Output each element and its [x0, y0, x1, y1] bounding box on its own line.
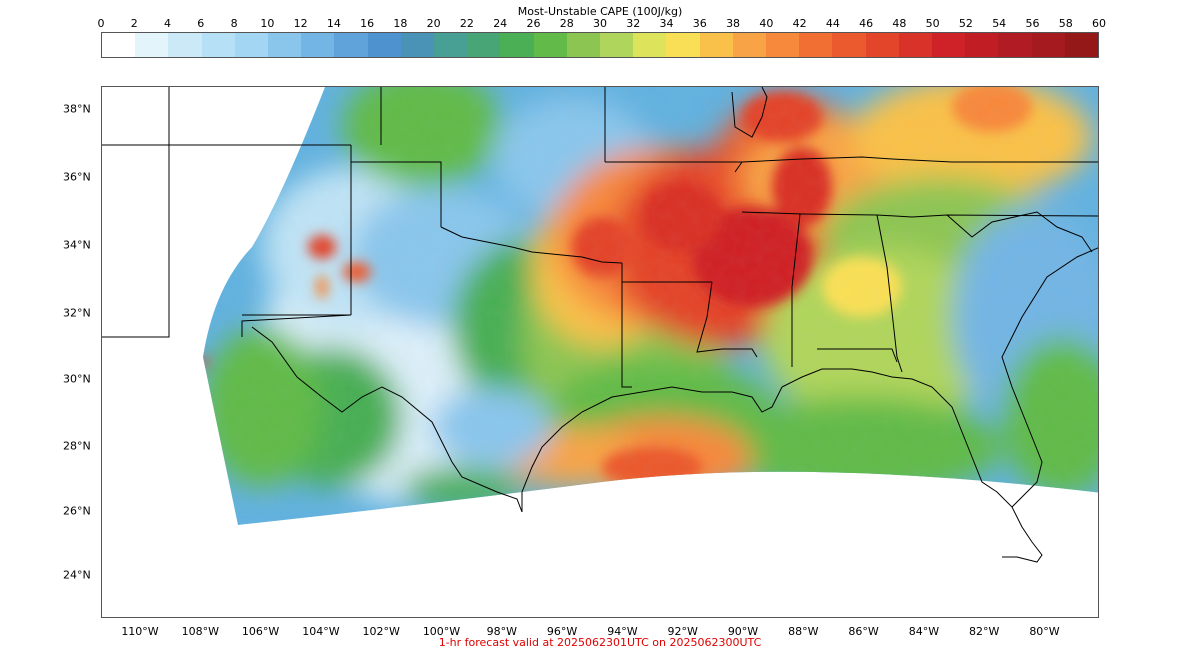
latitude-label: 24°N	[63, 568, 91, 582]
colorbar-tick-label: 48	[892, 17, 907, 30]
forecast-valid-time: 1-hr forecast valid at 2025062301UTC on …	[438, 636, 762, 649]
colorbar-segment	[168, 33, 202, 57]
longitude-label: 92°W	[667, 625, 698, 638]
longitude-label: 98°W	[486, 625, 517, 638]
longitude-label: 102°W	[362, 625, 400, 638]
latitude-label: 32°N	[63, 306, 91, 320]
colorbar-tick-label: 26	[526, 17, 541, 30]
latitude-label: 30°N	[63, 372, 91, 386]
latitude-label: 36°N	[63, 170, 91, 184]
colorbar-tick-label: 56	[1025, 17, 1040, 30]
latitude-label: 26°N	[63, 504, 91, 518]
colorbar-segment	[135, 33, 169, 57]
colorbar-tick-label: 28	[559, 17, 574, 30]
colorbar-tick-label: 52	[958, 17, 973, 30]
colorbar-segment	[467, 33, 501, 57]
latitude-label: 28°N	[63, 439, 91, 453]
colorbar-segment	[268, 33, 302, 57]
colorbar-segment	[799, 33, 833, 57]
colorbar-tick-label: 8	[230, 17, 238, 30]
map-panel	[101, 86, 1099, 618]
colorbar-tick-label: 42	[792, 17, 807, 30]
colorbar-segment	[500, 33, 534, 57]
longitude-label: 110°W	[121, 625, 159, 638]
colorbar-tick-label: 46	[859, 17, 874, 30]
longitude-label: 96°W	[546, 625, 578, 638]
colorbar-title: Most-Unstable CAPE (100J/kg)	[517, 5, 683, 18]
colorbar-tick-label: 18	[393, 17, 408, 30]
colorbar-tick-label: 50	[925, 17, 940, 30]
colorbar-tick-label: 12	[293, 17, 308, 30]
colorbar-segment	[832, 33, 866, 57]
longitude-label: 94°W	[607, 625, 638, 638]
colorbar-segment	[898, 33, 933, 57]
colorbar-tick-label: 6	[197, 17, 205, 30]
colorbar-segment	[600, 33, 634, 57]
colorbar-tick-labels: 0 2 4 6 8 10 12 14 16 18 20 22 24 26 28 30 32 34 36 38 40 42 4…	[0, 17, 1200, 31]
colorbar-segment	[965, 33, 999, 57]
colorbar-segment	[732, 33, 767, 57]
longitude-label: 80°W	[1029, 625, 1060, 638]
colorbar-segment	[434, 33, 468, 57]
colorbar-tick-label: 22	[459, 17, 474, 30]
longitude-label: 82°W	[969, 625, 1000, 638]
state-borders	[102, 87, 1098, 388]
colorbar-segment	[400, 33, 435, 57]
colorbar-segment	[102, 33, 136, 57]
colorbar-tick-label: 30	[593, 17, 607, 30]
cape-field	[203, 87, 1098, 525]
colorbar-tick-label: 24	[493, 17, 508, 30]
colorbar-segment	[1031, 33, 1065, 57]
colorbar-tick-label: 0	[97, 17, 105, 30]
colorbar-tick-label: 20	[426, 17, 441, 30]
longitude-label: 108°W	[181, 625, 219, 638]
colorbar-segment	[533, 33, 567, 57]
colorbar-tick-label: 32	[626, 17, 641, 30]
colorbar-tick-label: 40	[759, 17, 774, 30]
colorbar-tick-label: 14	[326, 17, 341, 30]
colorbar-tick-label: 16	[360, 17, 375, 30]
colorbar-tick-label: 34	[659, 17, 674, 30]
longitude-label: 104°W	[302, 625, 340, 638]
colorbar-segment	[301, 33, 335, 57]
longitude-label: 88°W	[788, 625, 819, 638]
longitude-label: 106°W	[241, 625, 280, 638]
colorbar-tick-label: 2	[130, 17, 138, 30]
colorbar-tick-label: 60	[1092, 17, 1106, 30]
colorbar-tick-label: 10	[260, 17, 275, 30]
colorbar-segment	[865, 33, 899, 57]
colorbar-tick-label: 36	[692, 17, 707, 30]
colorbar-segment	[367, 33, 401, 57]
longitude-label: 84°W	[908, 625, 940, 638]
colorbar-segment	[998, 33, 1032, 57]
latitude-label: 34°N	[63, 238, 91, 252]
colorbar-segment	[633, 33, 667, 57]
colorbar-tick-label: 38	[726, 17, 741, 30]
colorbar-tick-label: 54	[992, 17, 1007, 30]
colorbar-segment	[766, 33, 800, 57]
colorbar-segment	[666, 33, 700, 57]
latitude-label: 38°N	[63, 102, 91, 116]
colorbar	[101, 32, 1099, 58]
colorbar-segment	[699, 33, 733, 57]
colorbar-segment	[234, 33, 269, 57]
colorbar-segment	[1064, 33, 1099, 57]
coastline	[251, 247, 1098, 563]
colorbar-segment	[334, 33, 368, 57]
colorbar-segment	[566, 33, 601, 57]
longitude-label: 100°W	[422, 625, 461, 638]
colorbar-segment	[932, 33, 966, 57]
colorbar-segment	[201, 33, 235, 57]
colorbar-tick-label: 4	[164, 17, 172, 30]
colorbar-tick-label: 58	[1058, 17, 1073, 30]
longitude-label: 86°W	[848, 625, 879, 638]
cape-map	[102, 87, 1098, 563]
longitude-label: 90°W	[727, 625, 759, 638]
colorbar-tick-label: 44	[825, 17, 840, 30]
